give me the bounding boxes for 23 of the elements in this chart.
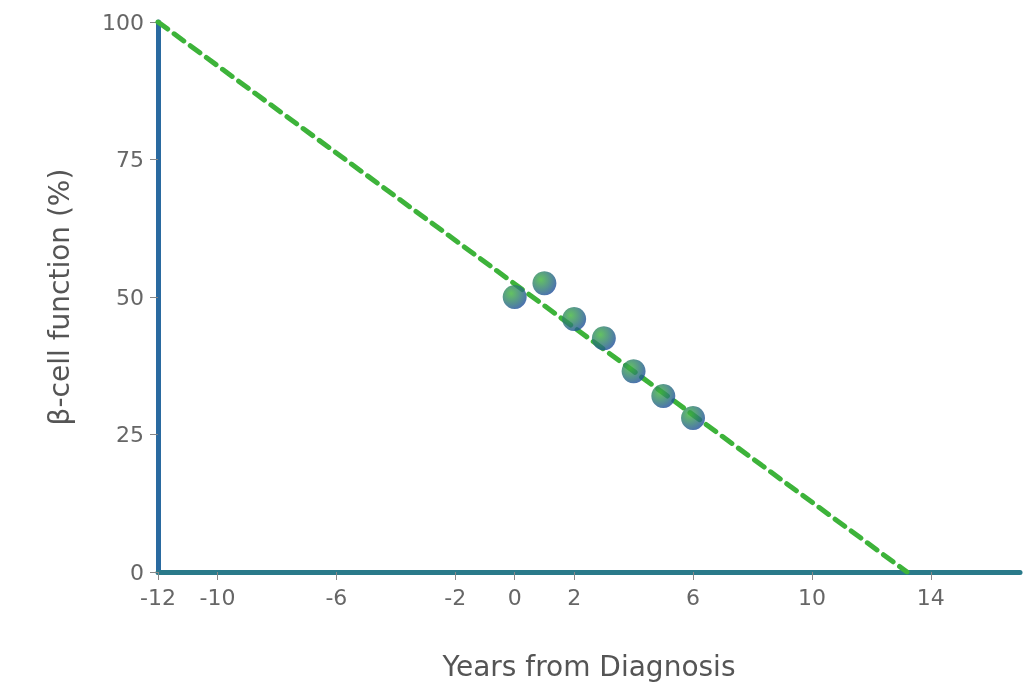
- point: [591, 326, 616, 351]
- x-tick-label: -2: [444, 584, 467, 610]
- x-tick-label: -6: [325, 584, 348, 610]
- point: [562, 307, 587, 331]
- point: [681, 406, 706, 430]
- x-tick-label: 2: [567, 584, 582, 610]
- x-tick-label: 14: [916, 584, 945, 610]
- y-tick-label: 50: [116, 284, 144, 310]
- point: [502, 285, 527, 309]
- x-tick-label: 6: [686, 584, 701, 610]
- y-tick-label: 75: [116, 147, 144, 172]
- y-tick-label: 100: [102, 9, 144, 35]
- y-axis-title: β-cell function (%): [42, 168, 76, 426]
- x-tick-label: -10: [199, 584, 236, 610]
- point: [651, 384, 676, 408]
- point: [621, 359, 646, 384]
- point: [532, 271, 557, 296]
- y-tick-label: 25: [116, 422, 144, 447]
- x-tick-label: 10: [797, 584, 826, 610]
- x-tick-label: -12: [140, 584, 176, 610]
- x-axis-title: Years from Diagnosis: [441, 649, 736, 683]
- y-tick-label: 0: [130, 559, 144, 585]
- x-tick-label: 0: [507, 584, 522, 610]
